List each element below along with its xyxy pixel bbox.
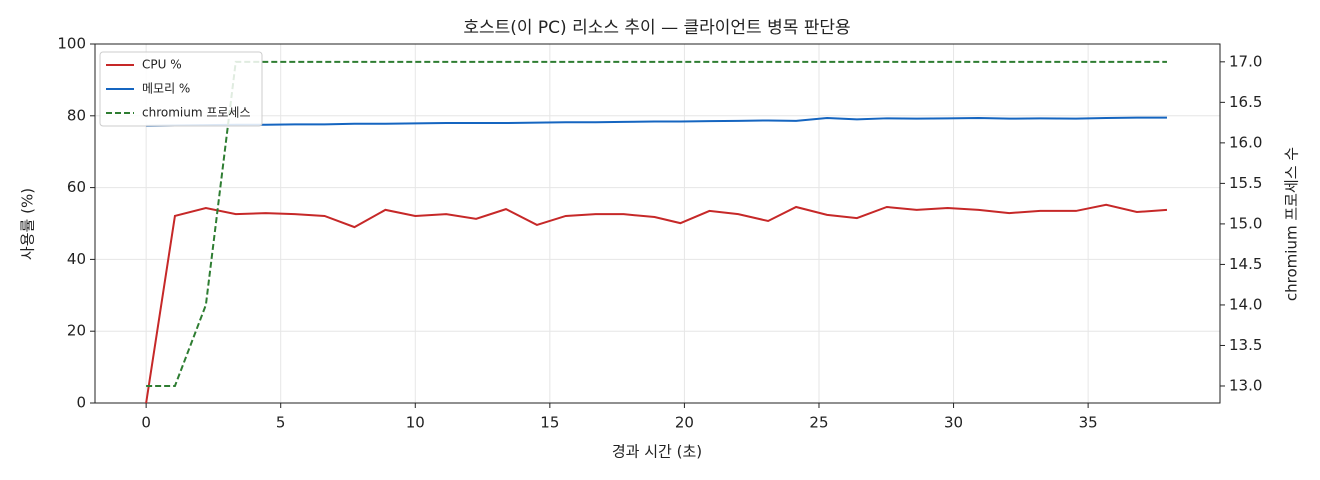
legend-label: 메모리 % [142, 82, 190, 96]
y2-tick-label: 15.0 [1229, 214, 1262, 232]
y2-tick-label: 16.5 [1229, 93, 1262, 111]
y-tick-label: 40 [67, 250, 86, 268]
y-tick-label: 100 [57, 35, 86, 53]
series-line [145, 203, 1168, 404]
y-tick-label: 0 [76, 394, 86, 412]
x-tick-label: 35 [1079, 414, 1098, 432]
y2-tick-label: 16.0 [1229, 133, 1262, 151]
chart-title: 호스트(이 PC) 리소스 추이 — 클라이언트 병목 판단용 [463, 18, 850, 38]
y2-tick-label: 13.5 [1229, 336, 1262, 354]
y2-tick-label: 15.5 [1229, 174, 1262, 192]
legend-label: CPU % [142, 58, 182, 72]
series-line [146, 116, 1167, 127]
legend-label: chromium 프로세스 [142, 106, 251, 120]
y-tick-label: 80 [67, 106, 86, 124]
y-tick-label: 20 [67, 322, 86, 340]
x-tick-label: 0 [141, 414, 151, 432]
x-tick-label: 25 [809, 414, 828, 432]
series-line [146, 60, 1167, 387]
x-tick-label: 5 [276, 414, 286, 432]
y2-tick-label: 13.0 [1229, 376, 1262, 394]
y-axis-label: 사용률 (%) [19, 188, 37, 260]
x-tick-label: 30 [944, 414, 963, 432]
y2-tick-label: 17.0 [1229, 52, 1262, 70]
x-tick-label: 20 [675, 414, 694, 432]
y2-axis-label: chromium 프로세스 수 [1283, 147, 1301, 301]
x-tick-label: 15 [540, 414, 559, 432]
plot-frame [94, 43, 1221, 404]
y2-tick-label: 14.0 [1229, 295, 1262, 313]
x-axis-label: 경과 시간 (초) [612, 443, 702, 461]
y-tick-label: 60 [67, 178, 86, 196]
x-tick-label: 10 [406, 414, 425, 432]
y2-tick-label: 14.5 [1229, 255, 1262, 273]
legend-box [99, 51, 263, 127]
